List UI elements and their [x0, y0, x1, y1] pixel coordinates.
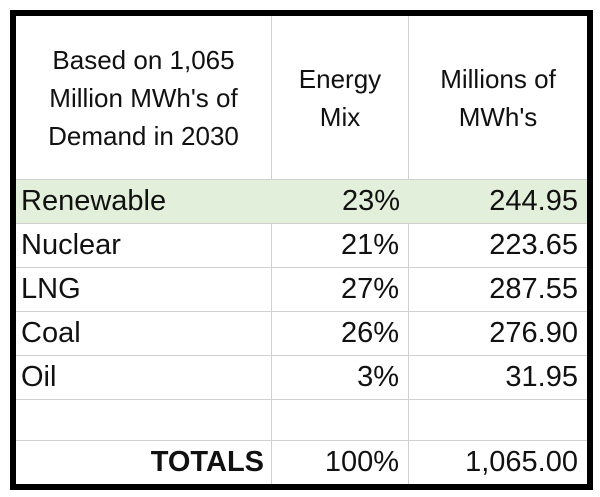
table-row-lng: LNG 27% 287.55 — [16, 268, 587, 312]
cell-totals-mwh[interactable]: 1,065.00 — [465, 446, 578, 478]
header-cell-demand-basis[interactable]: Based on 1,065 Million MWh's of Demand i… — [16, 16, 272, 179]
cell-mwh-coal[interactable]: 276.90 — [489, 317, 578, 349]
table-row-empty — [16, 400, 587, 441]
table-row-renewable: Renewable 23% 244.95 — [16, 180, 587, 224]
cell-mix-nuclear[interactable]: 21% — [272, 224, 409, 267]
cell-empty-source[interactable] — [16, 400, 272, 440]
header-cell-millions-mwh[interactable]: Millions of MWh's — [440, 63, 556, 132]
cell-mix-oil[interactable]: 3% — [272, 356, 409, 399]
cell-source-lng[interactable]: LNG — [16, 268, 272, 311]
cell-source-coal[interactable]: Coal — [16, 312, 272, 355]
cell-source-oil[interactable]: Oil — [16, 356, 272, 399]
table-header-row: Based on 1,065 Million MWh's of Demand i… — [16, 16, 587, 180]
cell-mwh-oil[interactable]: 31.95 — [505, 361, 578, 393]
table-row-totals: TOTALS 100% 1,065.00 — [16, 441, 587, 484]
cell-totals-label[interactable]: TOTALS — [16, 441, 272, 484]
cell-mwh-renewable[interactable]: 244.95 — [489, 185, 578, 217]
cell-mix-coal[interactable]: 26% — [272, 312, 409, 355]
header-cell-energy-mix[interactable]: Energy Mix — [272, 16, 409, 179]
cell-mwh-lng[interactable]: 287.55 — [489, 273, 578, 305]
table-row-coal: Coal 26% 276.90 — [16, 312, 587, 356]
table-row-nuclear: Nuclear 21% 223.65 — [16, 224, 587, 268]
cell-source-renewable[interactable]: Renewable — [21, 185, 167, 217]
cell-empty-mwh[interactable] — [409, 400, 587, 440]
cell-mix-lng[interactable]: 27% — [272, 268, 409, 311]
cell-empty-mix[interactable] — [272, 400, 409, 440]
cell-source-nuclear[interactable]: Nuclear — [16, 224, 272, 267]
cell-mwh-nuclear[interactable]: 223.65 — [489, 229, 578, 261]
cell-totals-mix[interactable]: 100% — [272, 441, 409, 484]
cell-mix-renewable[interactable]: 23% — [341, 185, 400, 217]
energy-mix-table: Based on 1,065 Million MWh's of Demand i… — [10, 10, 593, 490]
table-row-oil: Oil 3% 31.95 — [16, 356, 587, 400]
